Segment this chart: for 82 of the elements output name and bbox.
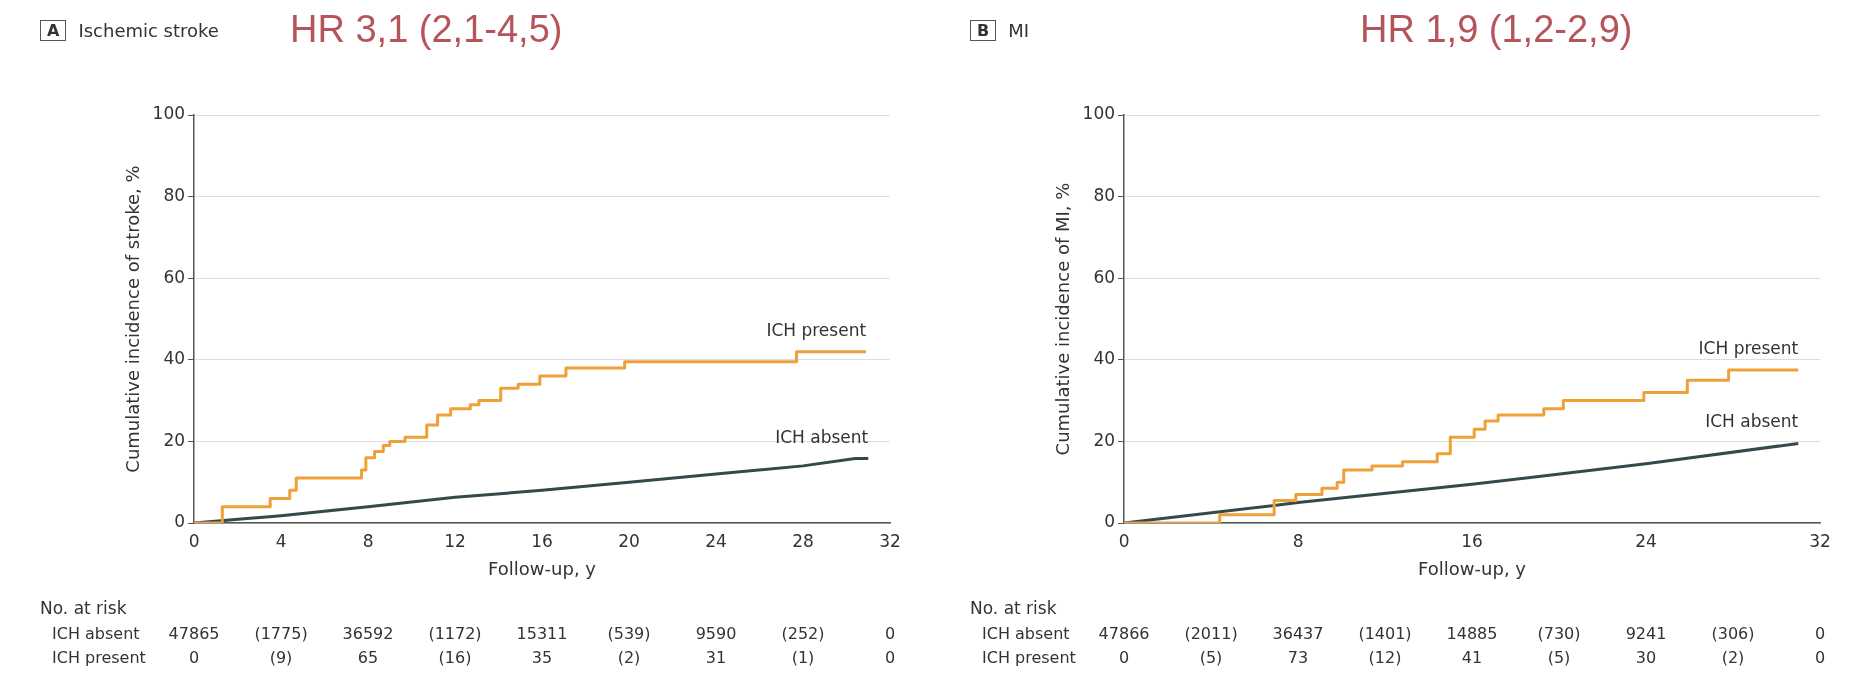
x-axis-title: Follow-up, y [488,557,597,579]
text: (5) [1546,648,1572,667]
text: (1401) [1357,624,1413,643]
text: ICH absent [52,624,140,643]
y-tick-label: 40 [1093,348,1116,369]
text: 15311 [515,624,569,643]
series-label: ICH absent [1705,411,1799,432]
text: 0 [1813,624,1827,643]
text: (252) [780,624,826,643]
text: B [970,20,997,41]
text: ICH present [982,648,1076,667]
text: 65 [356,648,380,667]
chart-title: MI [1008,20,1030,41]
y-tick-label: 0 [1104,511,1116,532]
text: 9241 [1624,624,1668,643]
x-tick-label: 4 [275,530,287,551]
text: No. at risk [40,598,127,618]
text: 35 [530,648,554,667]
y-tick-label: 100 [1082,103,1116,124]
y-tick-label: 0 [174,511,186,532]
text: 0 [1813,648,1827,667]
text: (1775) [253,624,309,643]
text: (12) [1367,648,1403,667]
x-tick-label: 0 [1118,530,1130,551]
text: No. at risk [970,598,1057,618]
text: (1) [790,648,816,667]
y-tick-label: 20 [163,429,186,450]
x-tick-label: 24 [705,530,727,551]
text: (9) [268,648,294,667]
text: 0 [1117,648,1131,667]
text: 0 [883,624,897,643]
x-tick-label: 16 [531,530,553,551]
text: A [40,20,67,41]
series-label: ICH absent [775,426,869,447]
text: (2) [616,648,642,667]
y-tick-label: 20 [1093,429,1116,450]
text: 41 [1460,648,1484,667]
x-tick-label: 8 [362,530,374,551]
y-axis-title: Cumulative incidence of stroke, % [122,165,144,473]
x-tick-label: 32 [879,530,901,551]
text: 31 [704,648,728,667]
x-tick-label: 32 [1809,530,1831,551]
text: 73 [1286,648,1310,667]
y-tick-label: 60 [163,266,186,287]
text: 47865 [167,624,221,643]
y-tick-label: 80 [1093,185,1116,206]
text: (2011) [1183,624,1239,643]
x-tick-label: 12 [444,530,466,551]
text: (5) [1198,648,1224,667]
x-tick-label: 28 [792,530,814,551]
chart-subtitle: HR 1,9 (1,2-2,9) [1360,8,1633,51]
text: (1172) [427,624,483,643]
y-tick-label: 40 [163,348,186,369]
chart-title: Ischemic stroke [78,20,219,41]
text: 0 [883,648,897,667]
x-tick-label: 16 [1461,530,1483,551]
series-label: ICH present [766,319,867,340]
text: (306) [1710,624,1756,643]
x-tick-label: 24 [1635,530,1657,551]
x-axis-title: Follow-up, y [1418,557,1527,579]
text: 36592 [341,624,395,643]
text: 47866 [1097,624,1151,643]
chart-subtitle: HR 3,1 (2,1-4,5) [290,8,563,51]
x-tick-label: 8 [1292,530,1304,551]
text: ICH present [52,648,146,667]
text: (2) [1720,648,1746,667]
text: 0 [187,648,201,667]
text: (730) [1536,624,1582,643]
text: (16) [437,648,473,667]
y-tick-label: 60 [1093,266,1116,287]
text: 36437 [1271,624,1325,643]
text: (539) [606,624,652,643]
y-tick-label: 80 [163,185,186,206]
y-axis-title: Cumulative incidence of MI, % [1052,182,1074,456]
text: 9590 [694,624,738,643]
x-tick-label: 0 [188,530,200,551]
text: ICH absent [982,624,1070,643]
series-label: ICH present [1698,338,1799,358]
text: 14885 [1445,624,1499,643]
x-tick-label: 20 [618,530,640,551]
text: 30 [1634,648,1658,667]
y-tick-label: 100 [152,103,186,124]
